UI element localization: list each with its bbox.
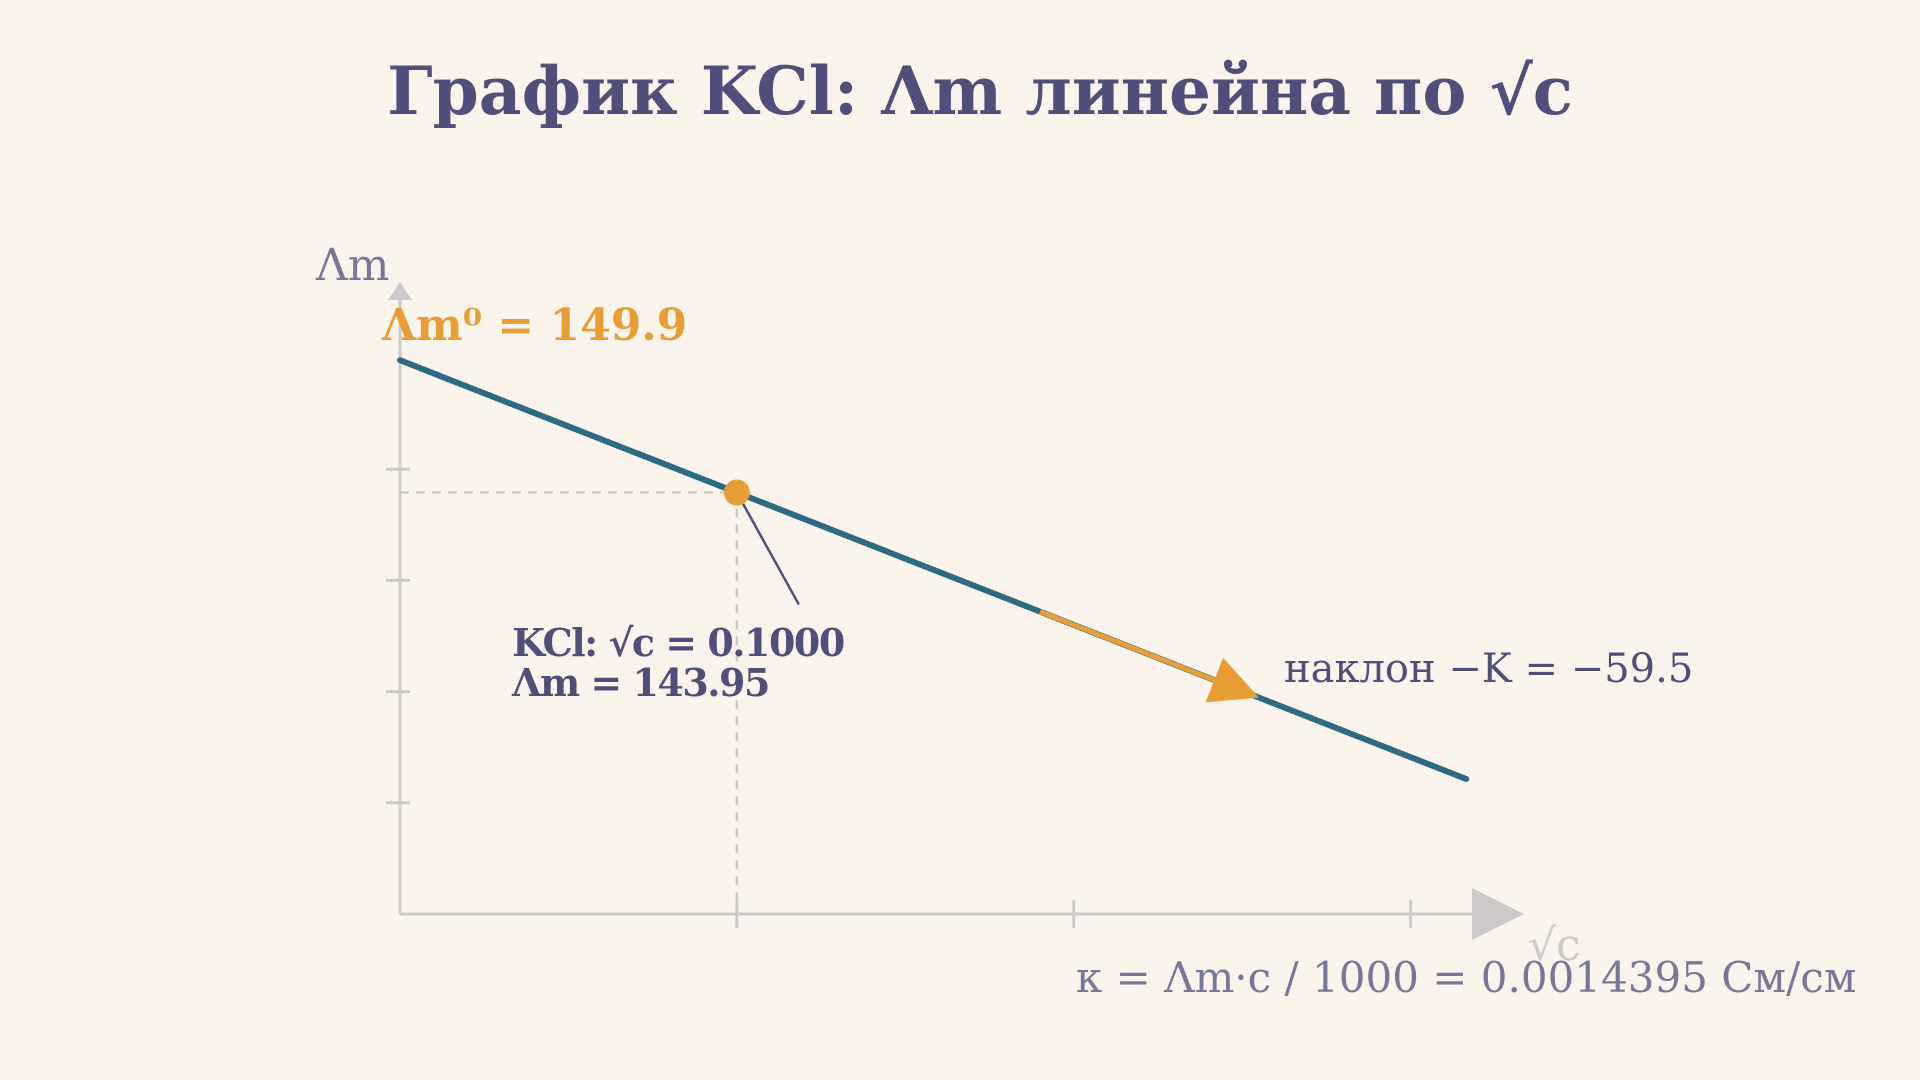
axes	[388, 282, 1524, 940]
annotation-leader-line	[735, 491, 800, 606]
slope-label: наклон −K = −59.5	[1284, 646, 1693, 692]
series-group	[397, 357, 1470, 783]
reference-label: Λm⁰ = 149.9	[381, 300, 687, 351]
highlight-point	[723, 479, 750, 506]
highlight-label-line1: KCl: √c = 0.1000	[512, 620, 844, 665]
x-axis-arrowhead	[1472, 888, 1524, 940]
chart-title: График KCl: Λm линейна по √c	[387, 52, 1573, 130]
highlight-label-line2: Λm = 143.95	[511, 660, 769, 705]
slope-arrow	[1039, 609, 1260, 703]
y-axis-arrowhead	[388, 282, 412, 300]
conductivity-formula: κ = Λm·c / 1000 = 0.0014395 См/см	[1076, 953, 1856, 1002]
slope-arrowhead	[1205, 657, 1260, 703]
series-line	[397, 357, 1470, 783]
ticks	[386, 467, 1413, 928]
guide-lines	[400, 491, 739, 914]
slope-arrow-shaft	[1039, 609, 1216, 683]
x-axis-label: √c	[1528, 920, 1581, 971]
y-axis-label: Λm	[315, 240, 390, 291]
